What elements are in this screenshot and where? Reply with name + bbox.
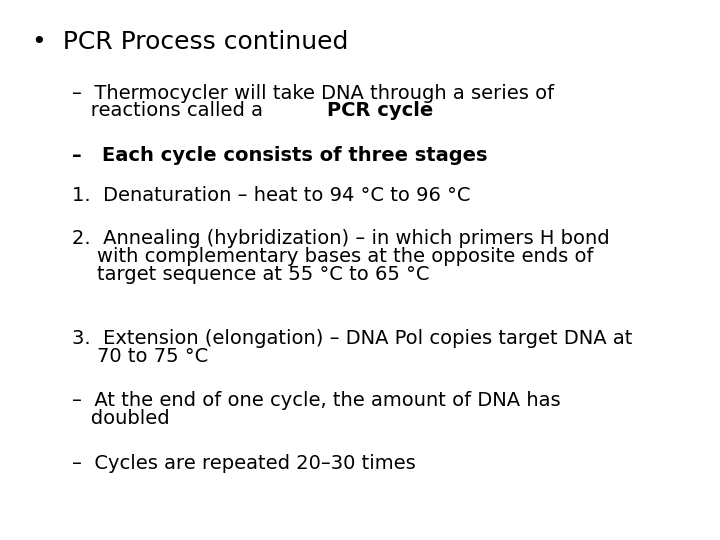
Text: 2.  Annealing (hybridization) – in which primers H bond: 2. Annealing (hybridization) – in which … <box>72 230 610 248</box>
Text: target sequence at 55 °C to 65 °C: target sequence at 55 °C to 65 °C <box>72 265 430 284</box>
Text: –  Thermocycler will take DNA through a series of: – Thermocycler will take DNA through a s… <box>72 84 554 103</box>
Text: –  At the end of one cycle, the amount of DNA has: – At the end of one cycle, the amount of… <box>72 392 561 410</box>
Text: PCR cycle: PCR cycle <box>326 101 433 120</box>
Text: reactions called a: reactions called a <box>72 101 269 120</box>
Text: 70 to 75 °C: 70 to 75 °C <box>72 347 208 366</box>
Text: Each cycle consists of three stages: Each cycle consists of three stages <box>102 146 487 165</box>
Text: •  PCR Process continued: • PCR Process continued <box>32 30 348 53</box>
Text: with complementary bases at the opposite ends of: with complementary bases at the opposite… <box>72 247 593 266</box>
Text: –: – <box>72 146 95 165</box>
Text: 1.  Denaturation – heat to 94 °C to 96 °C: 1. Denaturation – heat to 94 °C to 96 °C <box>72 186 470 205</box>
Text: –  Cycles are repeated 20–30 times: – Cycles are repeated 20–30 times <box>72 454 415 472</box>
Text: doubled: doubled <box>72 409 170 428</box>
Text: 3.  Extension (elongation) – DNA Pol copies target DNA at: 3. Extension (elongation) – DNA Pol copi… <box>72 329 632 348</box>
